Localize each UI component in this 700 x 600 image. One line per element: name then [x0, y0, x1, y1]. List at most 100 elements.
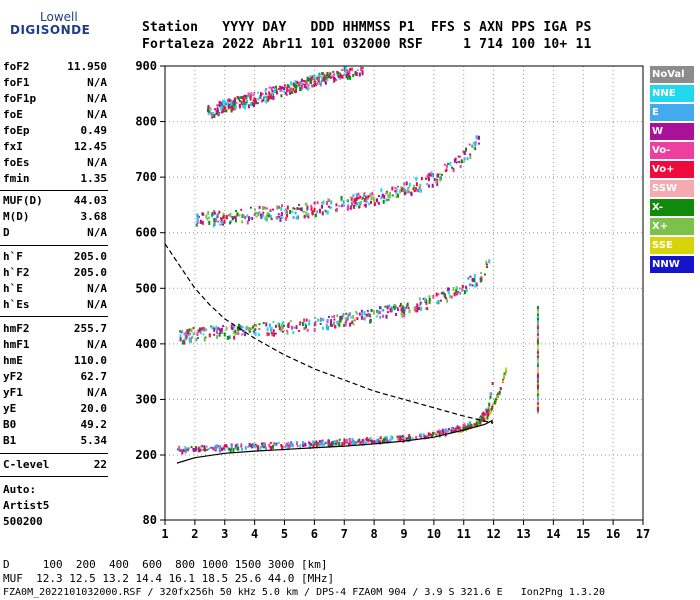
echo-point: [228, 335, 231, 340]
echo-point: [223, 103, 226, 106]
echo-point: [396, 307, 399, 310]
echo-point: [340, 204, 343, 207]
echo-point: [377, 310, 380, 315]
echo-point: [351, 442, 354, 446]
separator: [0, 316, 108, 317]
echo-point: [293, 207, 296, 210]
param-value: 205.0: [73, 250, 107, 263]
echo-point: [318, 442, 321, 447]
echo-point: [363, 441, 366, 445]
echo-point: [316, 76, 319, 80]
echo-point: [204, 336, 207, 339]
echo-point: [364, 203, 367, 208]
echo-point: [334, 442, 337, 445]
echo-point: [496, 395, 499, 399]
echo-point: [372, 440, 375, 443]
echo-point: [475, 421, 478, 424]
echo-point: [252, 325, 255, 329]
echo-point: [196, 220, 199, 224]
echo-point: [536, 337, 539, 341]
legend-label: NNW: [652, 259, 680, 270]
echo-point: [306, 208, 309, 211]
echo-point: [303, 214, 306, 218]
echo-point: [228, 447, 231, 451]
echo-point: [347, 314, 350, 317]
echo-point: [254, 99, 257, 103]
echo-point: [203, 445, 206, 449]
echo-point: [280, 323, 283, 328]
echo-point: [536, 394, 539, 398]
echo-point: [306, 205, 309, 210]
echo-point: [216, 107, 219, 111]
echo-point: [422, 433, 425, 438]
x-tick-label: 7: [341, 527, 348, 541]
y-tick-label: 400: [135, 337, 157, 351]
echo-point: [455, 293, 458, 296]
echo-point: [262, 98, 265, 102]
echo-point: [217, 327, 220, 330]
echo-point: [342, 204, 345, 207]
echo-point: [419, 433, 422, 436]
echo-point: [358, 201, 361, 205]
param-label: hmF2: [3, 322, 30, 335]
echo-point: [329, 320, 332, 325]
param-value: 110.0: [73, 354, 107, 367]
echo-point: [431, 183, 434, 188]
echo-point: [267, 332, 270, 336]
echo-point: [265, 446, 268, 450]
echo-point: [361, 438, 364, 441]
echo-point: [307, 84, 310, 87]
echo-point: [394, 186, 397, 189]
echo-point: [322, 72, 325, 76]
echo-point: [469, 275, 472, 278]
echo-point: [499, 387, 502, 391]
param-row: foEp 0.49: [3, 124, 107, 139]
echo-point: [254, 445, 257, 449]
echo-point: [348, 437, 351, 442]
echo-point: [403, 188, 406, 191]
echo-point: [423, 435, 426, 440]
echo-point: [380, 196, 383, 200]
true-height-profile-line: [176, 419, 493, 464]
echo-point: [471, 284, 474, 287]
echo-point: [379, 315, 382, 319]
legend-item: SSW: [650, 180, 694, 197]
echo-point: [234, 218, 237, 223]
echo-point: [311, 76, 314, 80]
echo-point: [295, 325, 298, 330]
echo-point: [335, 78, 338, 81]
legend-item: SSE: [650, 237, 694, 254]
echo-point: [272, 208, 275, 211]
echo-point: [268, 96, 271, 100]
echo-point: [536, 401, 539, 405]
legend-label: NNE: [652, 88, 676, 99]
echo-point: [288, 90, 291, 93]
echo-point: [325, 323, 328, 328]
echo-point: [303, 83, 306, 88]
echo-point: [319, 322, 322, 325]
echo-point: [244, 445, 247, 450]
echo-point: [203, 447, 206, 452]
x-tick-label: 1: [161, 527, 168, 541]
echo-point: [295, 86, 298, 91]
echo-point: [256, 445, 259, 449]
echo-point: [267, 98, 270, 102]
echo-point: [181, 450, 184, 455]
echo-point: [349, 75, 352, 80]
echo-point: [367, 195, 370, 199]
echo-point: [241, 329, 244, 332]
echo-point: [222, 105, 225, 108]
echo-point: [383, 440, 386, 443]
legend-item: W: [650, 123, 694, 140]
echo-point: [281, 86, 284, 90]
echo-point: [296, 207, 299, 211]
echo-point: [536, 326, 539, 330]
echo-point: [459, 428, 462, 431]
param-value: N/A: [87, 226, 107, 239]
echo-point: [299, 86, 302, 91]
echo-point: [266, 207, 269, 210]
echo-point: [325, 441, 328, 444]
echo-point: [452, 428, 455, 431]
echo-point: [536, 332, 539, 336]
echo-point: [359, 201, 362, 205]
